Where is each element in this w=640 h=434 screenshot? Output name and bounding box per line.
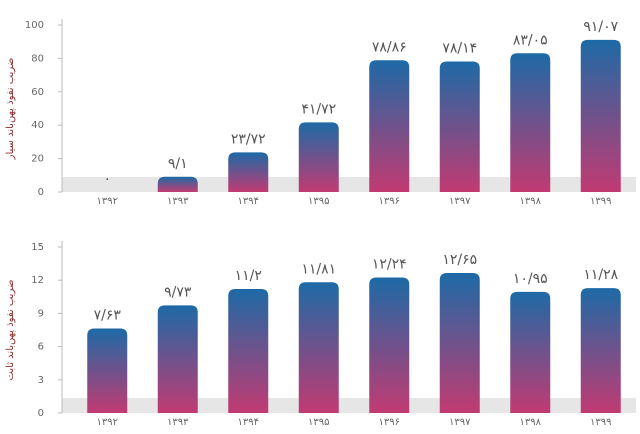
value-label: ۱۱/۲ [235, 268, 262, 284]
bar [228, 289, 269, 413]
bar [369, 60, 410, 192]
x-tick-label: ۱۳۹۹ [590, 196, 611, 207]
value-label: ۱۰/۹۵ [513, 271, 548, 287]
value-label: ۱۲/۲۴ [372, 257, 407, 273]
x-tick-label: ۱۳۹۵ [308, 417, 329, 428]
x-tick-label: ۱۳۹۳ [167, 417, 189, 428]
baseline-band [62, 177, 636, 192]
y-tick-label: 100 [25, 20, 44, 31]
y-tick-label: 40 [31, 120, 44, 131]
y-axis-label: ضریب نفوذ پهن‌باند سیار [5, 58, 16, 161]
y-tick-label: 0 [38, 187, 44, 198]
x-tick-label: ۱۳۹۶ [379, 417, 400, 428]
value-label: ۰ [103, 171, 111, 187]
y-tick-label: 3 [38, 375, 44, 386]
value-label: ۹/۱ [168, 156, 188, 172]
bar [157, 176, 198, 192]
bar [580, 288, 621, 413]
x-tick-label: ۱۳۹۸ [520, 417, 542, 428]
value-label: ۷/۶۳ [94, 308, 122, 324]
value-label: ۷۸/۱۴ [442, 41, 477, 57]
x-tick-label: ۱۳۹۸ [520, 196, 542, 207]
bar [157, 305, 198, 413]
x-tick-label: ۱۳۹۹ [590, 417, 611, 428]
value-label: ۴۱/۷۲ [301, 101, 336, 117]
x-tick-label: ۱۳۹۴ [238, 417, 259, 428]
value-label: ۱۱/۲۸ [583, 267, 618, 283]
y-tick-label: 12 [31, 275, 44, 286]
value-label: ۱۱/۸۱ [301, 261, 336, 277]
x-tick-label: ۱۳۹۵ [308, 196, 329, 207]
x-tick-label: ۱۳۹۷ [449, 417, 471, 428]
baseline-band [62, 398, 636, 413]
y-tick-label: 0 [38, 408, 44, 419]
x-tick-label: ۱۳۹۷ [449, 196, 471, 207]
y-axis-label: ضریب نفوذ پهن‌باند ثابت [5, 280, 16, 381]
value-label: ۷۸/۸۶ [372, 39, 407, 55]
value-label: ۹۱/۰۷ [583, 19, 618, 35]
bar [439, 61, 480, 193]
value-label: ۸۳/۰۵ [513, 32, 548, 48]
y-tick-label: 60 [31, 87, 44, 98]
x-tick-label: ۱۳۹۴ [238, 196, 259, 207]
value-label: ۱۲/۶۵ [442, 252, 477, 268]
y-tick-label: 9 [38, 308, 44, 319]
bar [87, 328, 128, 413]
y-tick-label: 15 [31, 242, 44, 253]
bar [510, 291, 551, 413]
bar [298, 282, 339, 413]
x-tick-label: ۱۳۹۳ [167, 196, 189, 207]
x-tick-label: ۱۳۹۶ [379, 196, 400, 207]
bar [439, 273, 480, 413]
bar [228, 152, 269, 192]
y-tick-label: 80 [31, 53, 44, 64]
x-tick-label: ۱۳۹۲ [97, 417, 118, 428]
y-tick-label: 6 [38, 342, 44, 353]
y-tick-label: 20 [31, 154, 44, 165]
value-label: ۲۳/۷۲ [231, 131, 266, 147]
value-label: ۹/۷۳ [164, 284, 192, 300]
bar [510, 53, 551, 192]
bar [298, 122, 339, 192]
bar [580, 39, 621, 192]
x-tick-label: ۱۳۹۲ [97, 196, 118, 207]
bar [369, 277, 410, 413]
